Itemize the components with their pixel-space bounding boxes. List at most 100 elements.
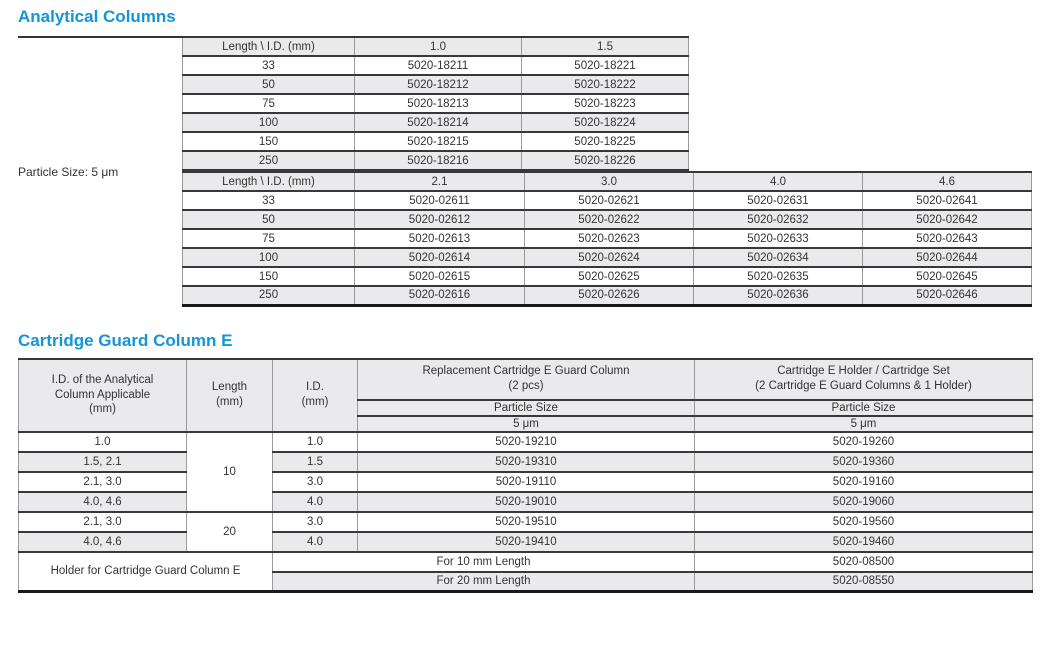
- table-row: 75 5020-18213 5020-18223: [182, 93, 689, 114]
- part-number-cell: 5020-19360: [694, 450, 1033, 473]
- particle-size-header: Particle Size: [694, 398, 1033, 417]
- part-number-cell: 5020-19260: [694, 430, 1033, 453]
- column-header: Length \ I.D. (mm): [182, 171, 355, 192]
- id-applicable-cell: 4.0, 4.6: [18, 530, 187, 553]
- table-cell: 5020-18212: [354, 74, 522, 95]
- table-cell: 5020-02645: [862, 266, 1032, 287]
- particle-size-value: 5 μm: [357, 414, 695, 433]
- length-group-cell: 20: [186, 510, 273, 553]
- table-cell: 5020-02633: [693, 228, 863, 249]
- cartridge-guard-table: I.D. of the Analytical Column Applicable(…: [18, 357, 1033, 593]
- table-header-row: Length \ I.D. (mm) 2.1 3.0 4.0 4.6: [182, 171, 1032, 192]
- part-number-cell: 5020-19060: [694, 490, 1033, 513]
- table-header-row: I.D. of the Analytical Column Applicable(…: [18, 357, 1033, 433]
- table-cell: 5020-18225: [521, 131, 689, 152]
- table-cell: 5020-02623: [524, 228, 694, 249]
- table-cell: 5020-18224: [521, 112, 689, 133]
- analytical-columns-title: Analytical Columns: [18, 7, 176, 26]
- table-row: 75 5020-02613 5020-02623 5020-02633 5020-026…: [182, 228, 1032, 249]
- column-header: 1.5: [521, 36, 689, 57]
- id-applicable-cell: 1.0: [18, 430, 187, 453]
- table-cell: 5020-02644: [862, 247, 1032, 268]
- table-cell: 250: [182, 150, 355, 171]
- table-row: 250 5020-18216 5020-18226: [182, 150, 689, 171]
- table-row: 50 5020-18212 5020-18222: [182, 74, 689, 95]
- particle-size-side-area: Particle Size: 5 μm: [18, 36, 182, 307]
- id-applicable-cell: 2.1, 3.0: [18, 470, 187, 493]
- table-row: 2.1, 3.0 20 3.0 5020-19510 5020-19560: [18, 510, 1033, 553]
- id-cell: 4.0: [272, 530, 358, 553]
- table-cell: 33: [182, 190, 355, 211]
- table-cell: 5020-02615: [354, 266, 525, 287]
- holder-row: Holder for Cartridge Guard Column E For …: [18, 550, 1033, 593]
- table-cell: 5020-18214: [354, 112, 522, 133]
- table-cell: 5020-18213: [354, 93, 522, 114]
- header-id: I.D. (mm): [272, 357, 358, 433]
- particle-size-header-row: Particle Size Particle Size: [19, 398, 1033, 417]
- analytical-table-large-id: Length \ I.D. (mm) 2.1 3.0 4.0 4.6 33 5020-02…: [182, 171, 1032, 307]
- particle-size-header: Particle Size: [357, 398, 695, 417]
- table-cell: 5020-02621: [524, 190, 694, 211]
- part-number-cell: 5020-19160: [694, 470, 1033, 493]
- table-cell: 5020-18215: [354, 131, 522, 152]
- holder-label-cell: Holder for Cartridge Guard Column E: [18, 550, 273, 593]
- part-number-cell: 5020-08550: [694, 570, 1033, 593]
- id-cell: 4.0: [272, 490, 358, 513]
- table-row: 250 5020-02616 5020-02626 5020-02636 5020-02…: [182, 285, 1032, 306]
- table-cell: 5020-02642: [862, 209, 1032, 230]
- particle-size-value: 5 μm: [694, 414, 1033, 433]
- table-row: 1.5, 2.1 1.5 5020-19310 5020-19360: [18, 450, 1033, 473]
- holder-row: For 20 mm Length 5020-08550: [19, 570, 1033, 593]
- table-cell: 5020-02632: [693, 209, 863, 230]
- table-cell: 100: [182, 112, 355, 133]
- column-header: 4.0: [693, 171, 863, 192]
- table-row: 33 5020-18211 5020-18221: [182, 55, 689, 76]
- table-row: 100 5020-02614 5020-02624 5020-02634 5020-02…: [182, 247, 1032, 268]
- table-cell: 5020-02622: [524, 209, 694, 230]
- header-holder-cartridge-set: Cartridge E Holder / Cartridge Set (2 Car…: [694, 357, 1033, 401]
- table-cell: 5020-18216: [354, 150, 522, 171]
- table-row: 33 5020-02611 5020-02621 5020-02631 5020-026…: [182, 190, 1032, 211]
- column-header: 3.0: [524, 171, 694, 192]
- length-group-cell: 10: [186, 430, 273, 513]
- table-row: 2.1, 3.0 3.0 5020-19110 5020-19160: [18, 470, 1033, 493]
- id-cell: 3.0: [272, 510, 358, 533]
- table-row: 4.0, 4.6 4.0 5020-19410 5020-19460: [18, 530, 1033, 553]
- part-number-cell: 5020-19560: [694, 510, 1033, 533]
- part-number-cell: 5020-19460: [694, 530, 1033, 553]
- table-cell: 150: [182, 266, 355, 287]
- table-cell: 75: [182, 228, 355, 249]
- holder-length-cell: For 20 mm Length: [272, 570, 695, 593]
- table-cell: 5020-18221: [521, 55, 689, 76]
- part-number-cell: 5020-19010: [357, 490, 695, 513]
- table-cell: 5020-18223: [521, 93, 689, 114]
- table-cell: 5020-02626: [524, 285, 694, 306]
- id-cell: 1.5: [272, 450, 358, 473]
- table-cell: 75: [182, 93, 355, 114]
- part-number-cell: 5020-19510: [357, 510, 695, 533]
- table-cell: 5020-02616: [354, 285, 525, 306]
- column-header: 1.0: [354, 36, 522, 57]
- part-number-cell: 5020-19410: [357, 530, 695, 553]
- table-cell: 5020-02634: [693, 247, 863, 268]
- table-cell: 5020-02635: [693, 266, 863, 287]
- id-cell: 3.0: [272, 470, 358, 493]
- table-row: 50 5020-02612 5020-02622 5020-02632 5020-026…: [182, 209, 1032, 230]
- part-number-cell: 5020-08500: [694, 550, 1033, 573]
- table-cell: 150: [182, 131, 355, 152]
- part-number-cell: 5020-19210: [357, 430, 695, 453]
- table-cell: 5020-02646: [862, 285, 1032, 306]
- part-number-cell: 5020-19110: [357, 470, 695, 493]
- table-row: 1.0 10 1.0 5020-19210 5020-19260: [18, 430, 1033, 513]
- table-cell: 5020-02624: [524, 247, 694, 268]
- column-header: Length \ I.D. (mm): [182, 36, 355, 57]
- table-cell: 5020-18226: [521, 150, 689, 171]
- table-cell: 5020-02612: [354, 209, 525, 230]
- cartridge-guard-title: Cartridge Guard Column E: [18, 330, 233, 350]
- table-row: 150 5020-18215 5020-18225: [182, 131, 689, 152]
- table-cell: 100: [182, 247, 355, 268]
- column-header: 2.1: [354, 171, 525, 192]
- analytical-table-small-id: Length \ I.D. (mm) 1.0 1.5 33 5020-18211 502…: [182, 36, 689, 171]
- header-replacement-cartridge: Replacement Cartridge E Guard Column (2 p…: [357, 357, 695, 401]
- table-row: 100 5020-18214 5020-18224: [182, 112, 689, 133]
